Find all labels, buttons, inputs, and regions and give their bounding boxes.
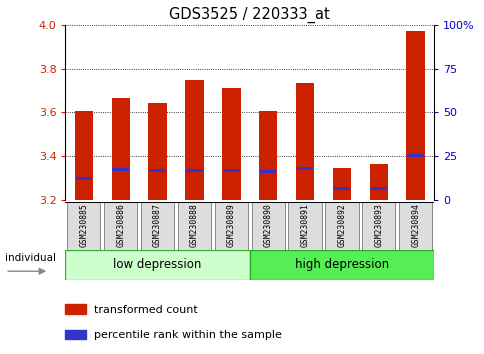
Bar	[148, 103, 166, 200]
Bar	[65, 304, 85, 314]
Bar	[75, 111, 93, 200]
Text: low depression: low depression	[113, 258, 201, 271]
Bar	[251, 202, 284, 250]
Bar	[407, 154, 423, 157]
Text: percentile rank within the sample: percentile rank within the sample	[94, 330, 281, 340]
Bar	[111, 98, 130, 200]
Bar	[67, 202, 100, 250]
Bar	[65, 330, 85, 339]
Bar	[104, 202, 137, 250]
Bar	[186, 169, 202, 172]
Bar	[370, 187, 386, 190]
Text: GSM230889: GSM230889	[227, 203, 235, 247]
Text: GSM230887: GSM230887	[153, 203, 162, 247]
Text: GSM230888: GSM230888	[190, 203, 198, 247]
Bar	[65, 250, 249, 280]
Bar	[112, 168, 129, 171]
Text: individual: individual	[5, 253, 56, 263]
Bar	[362, 202, 394, 250]
Text: GSM230891: GSM230891	[300, 203, 309, 247]
Text: GSM230892: GSM230892	[337, 203, 346, 247]
Bar	[369, 164, 387, 200]
Text: GSM230886: GSM230886	[116, 203, 125, 247]
Bar	[333, 187, 349, 190]
Text: transformed count: transformed count	[94, 305, 197, 315]
Text: GSM230890: GSM230890	[263, 203, 272, 247]
Bar	[296, 167, 313, 170]
Bar	[398, 202, 431, 250]
Bar	[185, 80, 203, 200]
Bar	[149, 169, 166, 172]
Text: high depression: high depression	[294, 258, 388, 271]
Text: GSM230885: GSM230885	[79, 203, 88, 247]
Bar	[288, 202, 321, 250]
Bar	[325, 202, 358, 250]
Bar	[76, 177, 92, 179]
Title: GDS3525 / 220333_at: GDS3525 / 220333_at	[169, 7, 330, 23]
Bar	[406, 32, 424, 200]
Text: GSM230894: GSM230894	[410, 203, 419, 247]
Bar	[332, 168, 350, 200]
Bar	[141, 202, 174, 250]
Bar	[214, 202, 247, 250]
Bar	[178, 202, 211, 250]
Bar	[249, 250, 433, 280]
Bar	[222, 88, 240, 200]
Bar	[258, 111, 277, 200]
Bar	[295, 83, 314, 200]
Bar	[223, 169, 239, 172]
Bar	[259, 170, 276, 173]
Text: GSM230893: GSM230893	[374, 203, 382, 247]
